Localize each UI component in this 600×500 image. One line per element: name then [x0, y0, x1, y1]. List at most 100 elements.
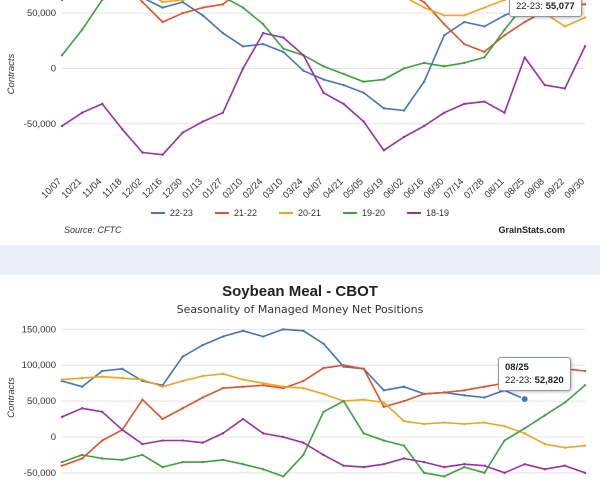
- data-point-20-21: [442, 421, 446, 424]
- data-point-22-23: [201, 343, 205, 347]
- data-point-19-20: [261, 23, 265, 26]
- data-point-21-22: [60, 464, 64, 467]
- data-point-18-19: [201, 120, 205, 123]
- data-point-21-22: [322, 366, 325, 370]
- data-point-21-22: [362, 367, 365, 371]
- data-point-18-19: [563, 464, 567, 467]
- data-point-19-20: [362, 80, 365, 83]
- data-point-18-19: [442, 465, 446, 469]
- data-point-21-22: [161, 417, 164, 421]
- data-point-21-22: [261, 384, 265, 387]
- x-tick-label: 12/16: [140, 176, 165, 201]
- data-point-19-20: [181, 460, 184, 464]
- data-point-21-22: [483, 50, 486, 54]
- data-point-22-23: [282, 328, 285, 331]
- data-point-20-21: [161, 0, 164, 4]
- data-point-19-20: [422, 61, 426, 65]
- data-point-18-19: [241, 417, 245, 421]
- data-point-20-21: [121, 376, 124, 380]
- y-tick-label: 50,000: [27, 396, 56, 407]
- data-point-19-20: [382, 78, 386, 81]
- data-point-19-20: [121, 458, 124, 462]
- data-point-19-20: [141, 453, 144, 457]
- legend-item-21-22[interactable]: 21-22: [214, 208, 257, 218]
- top-tooltip-series: 22-23:: [516, 1, 543, 12]
- x-tick-label: 12/02: [120, 176, 145, 201]
- data-point-18-19: [503, 111, 506, 114]
- legend-item-19-20[interactable]: 19-20: [343, 208, 385, 218]
- data-point-22-23: [322, 342, 325, 345]
- data-point-22-23: [342, 83, 345, 87]
- data-point-22-23: [442, 34, 446, 37]
- data-point-18-19: [181, 131, 184, 134]
- data-point-22-23: [483, 396, 486, 399]
- data-point-18-19: [322, 91, 325, 95]
- data-point-21-22: [463, 42, 466, 46]
- data-point-19-20: [241, 6, 245, 9]
- legend-swatch: [278, 212, 293, 214]
- data-point-18-19: [543, 468, 546, 471]
- x-tick-label: 01/27: [200, 176, 225, 201]
- series-line-22-23: [62, 0, 525, 112]
- data-point-20-21: [483, 6, 486, 9]
- data-point-18-19: [382, 463, 386, 466]
- chart-title: Soybean Meal - CBOT: [222, 283, 378, 300]
- data-point-20-21: [503, 424, 506, 428]
- data-point-21-22: [161, 20, 164, 24]
- data-point-20-21: [161, 385, 164, 388]
- data-point-22-23: [362, 91, 365, 95]
- x-tick-label: 04/07: [301, 176, 326, 201]
- data-point-19-20: [523, 427, 526, 430]
- legend-swatch: [214, 212, 229, 214]
- legend-item-18-19[interactable]: 18-19: [407, 208, 449, 218]
- data-point-19-20: [282, 475, 285, 478]
- y-tick-label: 50,000: [27, 8, 56, 19]
- legend-label: 22-23: [169, 208, 193, 218]
- data-point-19-20: [101, 457, 104, 460]
- data-point-20-21: [463, 422, 466, 426]
- data-point-22-23: [282, 50, 285, 54]
- top-chart-svg: 50,000 0 -50,000 Contracts 10/0710/2111/0411…: [6, 0, 587, 201]
- x-tick-label: 06/02: [381, 176, 406, 201]
- data-point-22-23: [221, 335, 225, 338]
- data-point-22-23: [302, 69, 305, 72]
- data-point-18-19: [101, 410, 104, 414]
- x-tick-label: 02/24: [241, 176, 266, 201]
- data-point-20-21: [261, 381, 265, 385]
- data-point-18-19: [583, 471, 587, 475]
- data-point-22-23: [60, 0, 64, 2]
- data-point-18-19: [402, 135, 406, 139]
- top-tooltip: 22-23: 55,077: [509, 0, 582, 17]
- data-point-19-20: [463, 465, 466, 469]
- data-point-19-20: [161, 465, 164, 469]
- data-point-21-22: [503, 34, 506, 37]
- data-point-18-19: [382, 149, 386, 152]
- data-point-19-20: [362, 432, 365, 435]
- data-point-22-23: [483, 25, 486, 28]
- y-tick-label: 0: [51, 63, 56, 74]
- bottom-tooltip-value: 52,820: [534, 375, 564, 386]
- data-point-21-22: [583, 369, 587, 373]
- series-line-20-21: [157, 0, 586, 28]
- data-point-22-23: [382, 107, 386, 110]
- data-point-21-22: [80, 457, 84, 460]
- bottom-tooltip-date: 08/25: [505, 362, 529, 373]
- data-point-19-20: [60, 460, 64, 464]
- legend-item-22-23[interactable]: 22-23: [150, 208, 193, 218]
- data-point-18-19: [442, 111, 446, 114]
- data-point-19-20: [101, 0, 104, 2]
- x-tick-label: 07/14: [442, 176, 467, 201]
- legend-label: 21-22: [233, 208, 257, 218]
- data-point-22-23: [80, 385, 84, 388]
- legend-item-20-21[interactable]: 20-21: [278, 208, 321, 218]
- top-legend: 22-23 21-22 20-21 19-20 18-19: [0, 208, 600, 218]
- data-point-22-23: [161, 6, 164, 9]
- data-point-19-20: [241, 463, 245, 466]
- data-point-20-21: [583, 444, 587, 447]
- data-point-18-19: [221, 111, 225, 114]
- data-point-19-20: [402, 67, 406, 70]
- data-point-18-19: [282, 435, 285, 439]
- data-point-18-19: [221, 432, 225, 435]
- data-point-21-22: [523, 20, 526, 24]
- data-point-20-21: [282, 385, 285, 388]
